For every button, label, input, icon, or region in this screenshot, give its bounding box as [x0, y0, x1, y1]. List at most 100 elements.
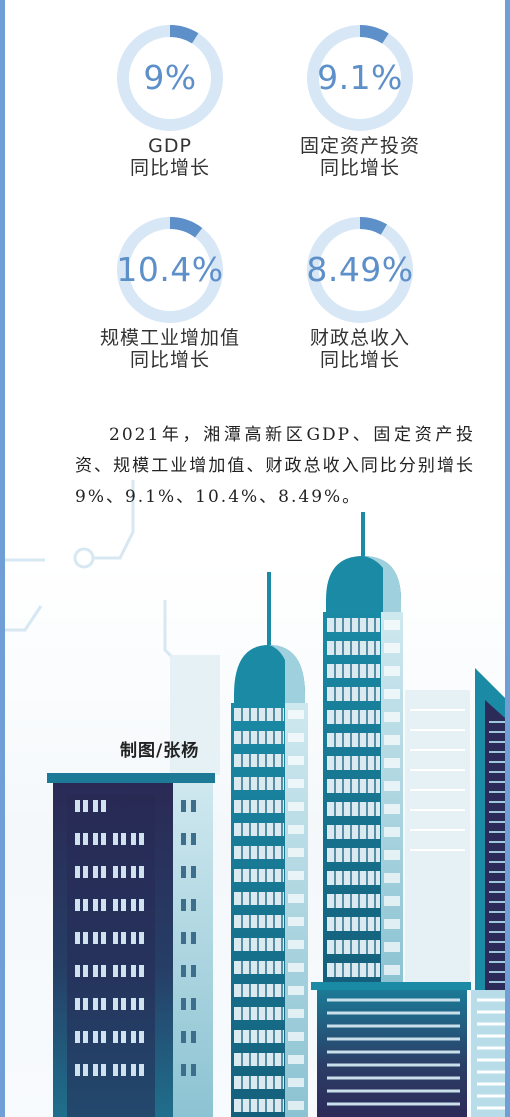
- window: [181, 998, 186, 1010]
- window: [113, 932, 118, 944]
- right-edge-building-stripes: [489, 721, 505, 983]
- window: [191, 1031, 196, 1043]
- side-window: [288, 802, 304, 811]
- window: [181, 833, 186, 845]
- stat-value: 8.49%: [306, 250, 414, 289]
- window: [101, 998, 106, 1010]
- side-window: [288, 733, 304, 742]
- side-window: [288, 917, 304, 926]
- side-window: [288, 848, 304, 857]
- window: [191, 1064, 196, 1076]
- window: [121, 965, 126, 977]
- stat-value: 10.4%: [116, 250, 224, 289]
- window: [93, 1064, 98, 1076]
- window: [101, 1064, 106, 1076]
- window: [139, 833, 144, 845]
- window: [75, 998, 80, 1010]
- side-window: [384, 735, 400, 745]
- background-window-lines: [410, 709, 465, 851]
- window: [139, 965, 144, 977]
- progress-ring: 8.49%: [305, 215, 415, 325]
- window: [191, 965, 196, 977]
- window: [113, 866, 118, 878]
- window: [113, 1031, 118, 1043]
- window: [131, 1031, 136, 1043]
- window: [83, 1031, 88, 1043]
- window: [181, 800, 186, 812]
- background-buildings: [170, 655, 470, 990]
- stat-label-line1: 固定资产投资: [299, 135, 420, 157]
- window: [113, 833, 118, 845]
- window: [121, 932, 126, 944]
- side-window: [384, 758, 400, 768]
- stat-value: 9.1%: [317, 58, 403, 97]
- window: [191, 833, 196, 845]
- floor-band: [234, 777, 284, 790]
- floor-band: [234, 731, 284, 744]
- side-window: [384, 781, 400, 791]
- window: [181, 965, 186, 977]
- side-window: [384, 965, 400, 975]
- stat-label: 规模工业增加值 同比增长: [55, 327, 285, 371]
- side-window: [288, 1032, 304, 1041]
- window: [93, 965, 98, 977]
- stat-label-line2: 同比增长: [319, 349, 400, 371]
- front-low-building: [311, 982, 471, 1117]
- side-window: [384, 827, 400, 837]
- left-building: [47, 773, 215, 1117]
- window: [93, 932, 98, 944]
- floor-band: [234, 1076, 284, 1089]
- window: [101, 1031, 106, 1043]
- window: [131, 866, 136, 878]
- stat-value: 9%: [143, 58, 197, 97]
- window: [93, 833, 98, 845]
- floor-band: [234, 800, 284, 813]
- progress-ring: 10.4%: [115, 215, 225, 325]
- window: [121, 899, 126, 911]
- window: [139, 1064, 144, 1076]
- window: [191, 899, 196, 911]
- floor-band: [234, 708, 284, 721]
- window: [113, 899, 118, 911]
- ring-fill: [117, 25, 223, 131]
- side-window: [288, 1055, 304, 1064]
- window: [83, 998, 88, 1010]
- window: [139, 1031, 144, 1043]
- window: [75, 1031, 80, 1043]
- window: [181, 899, 186, 911]
- floor-band: [234, 823, 284, 836]
- window: [191, 866, 196, 878]
- side-window: [288, 894, 304, 903]
- side-window: [384, 689, 400, 699]
- floor-band: [234, 961, 284, 974]
- illustration-credit: 制图/张杨: [120, 741, 200, 761]
- stat-fixed-asset-investment: 9.1% 固定资产投资 同比增长: [245, 23, 475, 179]
- side-window: [288, 825, 304, 834]
- right-edge-low-stripes: [477, 998, 505, 1110]
- floor-band: [234, 754, 284, 767]
- tall-tower-floors: [327, 618, 400, 977]
- side-window: [288, 940, 304, 949]
- ring-fill: [307, 217, 413, 323]
- window: [83, 965, 88, 977]
- window: [101, 866, 106, 878]
- side-window: [384, 942, 400, 952]
- window: [83, 899, 88, 911]
- floor-band: [234, 915, 284, 928]
- stat-label: 固定资产投资 同比增长: [245, 135, 475, 179]
- tall-tower: [323, 512, 403, 982]
- floor-band: [234, 938, 284, 951]
- floor-band: [234, 1007, 284, 1020]
- side-window: [384, 666, 400, 676]
- side-window: [288, 1078, 304, 1087]
- window: [131, 899, 136, 911]
- window: [113, 998, 118, 1010]
- stat-label: GDP 同比增长: [55, 135, 285, 179]
- ring-fill: [307, 25, 413, 131]
- floor-band: [234, 1053, 284, 1066]
- window: [83, 866, 88, 878]
- side-window: [288, 1009, 304, 1018]
- window: [113, 965, 118, 977]
- side-window: [288, 986, 304, 995]
